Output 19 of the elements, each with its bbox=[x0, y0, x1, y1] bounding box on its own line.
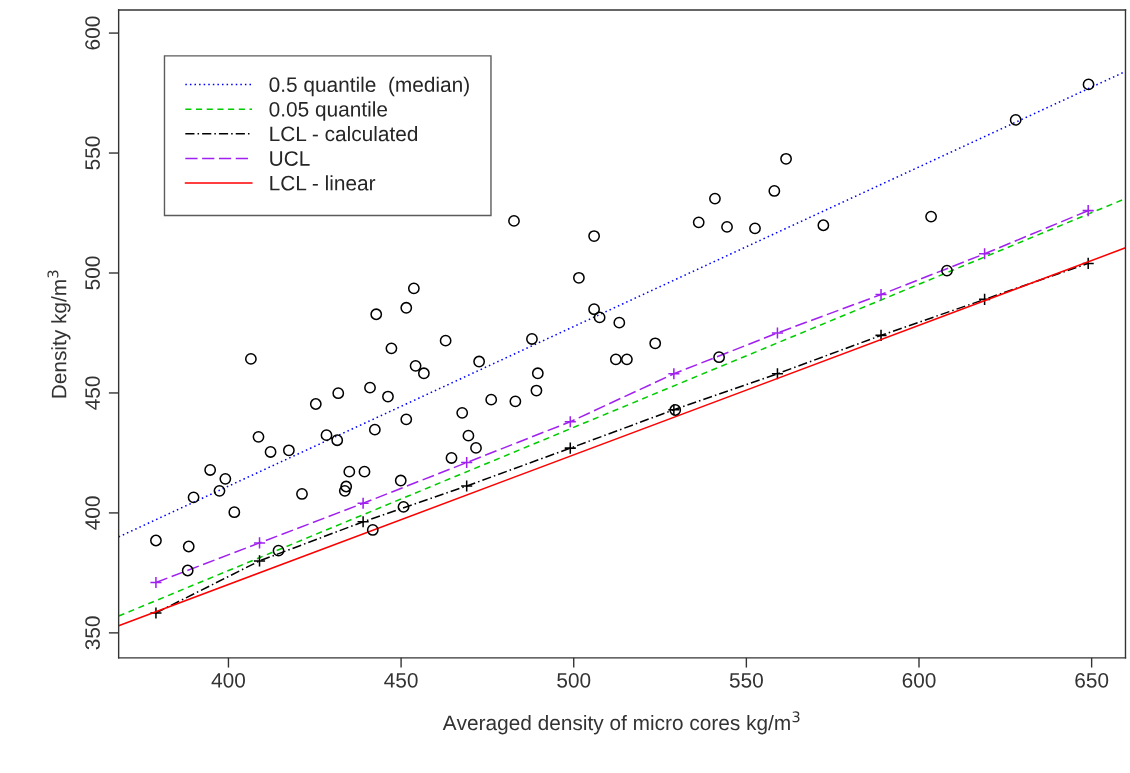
y-tick-label: 400 bbox=[85, 496, 100, 530]
legend-label: LCL - linear bbox=[270, 175, 376, 191]
x-tick-label: 650 bbox=[1075, 672, 1109, 688]
x-tick-label: 450 bbox=[384, 672, 418, 688]
x-tick-label: 400 bbox=[211, 672, 246, 688]
x-tick-label: 550 bbox=[729, 672, 763, 688]
x-tick-label: 500 bbox=[557, 672, 591, 688]
y-axis-title: Density kg/m$^{3}$ bbox=[47, 270, 71, 398]
y-tick-label: 550 bbox=[85, 136, 100, 170]
legend-label: UCL bbox=[270, 151, 310, 166]
y-tick-label: 500 bbox=[85, 256, 100, 290]
legend-label: 0.5 quantile (median) bbox=[269, 76, 469, 97]
x-axis-title: Averaged density of micro cores kg/m$^{3}$ bbox=[442, 711, 800, 735]
y-tick-label: 450 bbox=[85, 376, 100, 410]
legend-label: 0.05 quantile bbox=[269, 101, 388, 121]
legend-label: LCL - calculated bbox=[270, 125, 418, 142]
x-tick-label: 600 bbox=[902, 672, 936, 688]
y-tick-label: 350 bbox=[85, 616, 100, 650]
y-tick-label: 600 bbox=[85, 16, 100, 50]
